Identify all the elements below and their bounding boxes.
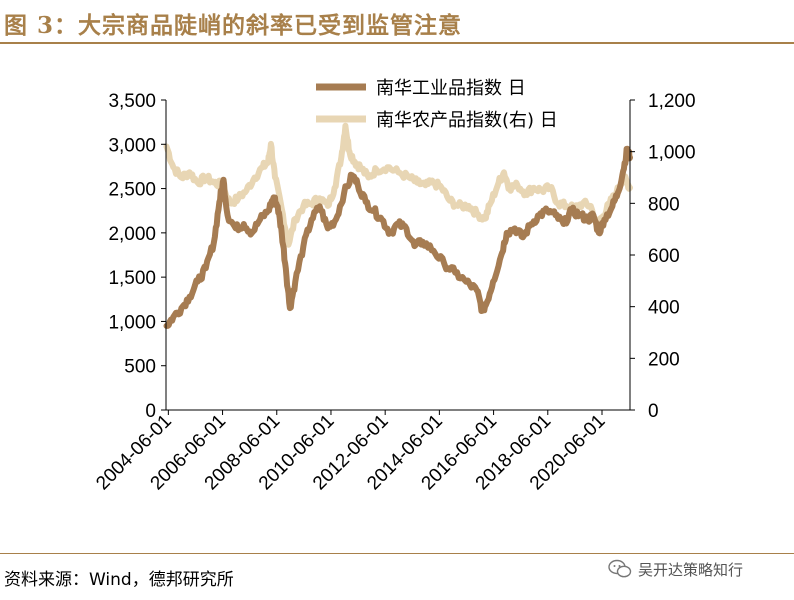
legend: 南华工业品指数 日 南华农产品指数(右) 日 (316, 78, 558, 131)
y-tick-label-right: 200 (648, 349, 680, 370)
y-tick-label-right: 600 (648, 246, 680, 267)
y-tick-label-left: 0 (145, 401, 156, 422)
watermark-text: 吴开达策略知行 (638, 560, 744, 579)
y-tick-label-left: 1,500 (108, 268, 156, 289)
series-line-industrial (163, 145, 633, 329)
axes: 0 500 1,000 1,500 2,000 2,500 3,000 3,500 0 200 40… (92, 91, 695, 494)
title-divider (0, 42, 794, 44)
y-tick-label-right: 400 (648, 298, 680, 319)
series-line-agri (163, 122, 633, 248)
legend-label-agri: 南华农产品指数(右) 日 (376, 110, 558, 131)
y-tick-label-left: 2,500 (108, 180, 156, 201)
y-tick-label-left: 1,000 (108, 312, 156, 333)
line-chart: 0 500 1,000 1,500 2,000 2,500 3,000 3,500 0 200 40… (92, 78, 695, 494)
y-tick-label-left: 3,500 (108, 91, 156, 112)
y-tick-label-right: 800 (648, 194, 680, 215)
y-tick-label-right: 1,200 (648, 91, 696, 112)
source-note: 资料来源：Wind，德邦研究所 (4, 570, 234, 590)
wechat-icon (608, 559, 632, 578)
y-tick-label-right: 1,000 (648, 143, 696, 164)
figure-title: 图 3：大宗商品陡峭的斜率已受到监管注意 (4, 12, 463, 39)
footer-divider (0, 553, 794, 554)
watermark: 吴开达策略知行 (608, 557, 743, 581)
y-tick-label-right: 0 (648, 401, 659, 422)
y-tick-label-left: 500 (124, 357, 156, 378)
plot-lines (163, 122, 633, 329)
legend-label-industrial: 南华工业品指数 日 (376, 78, 526, 99)
y-tick-label-left: 2,000 (108, 224, 156, 245)
y-tick-label-left: 3,000 (108, 135, 156, 156)
